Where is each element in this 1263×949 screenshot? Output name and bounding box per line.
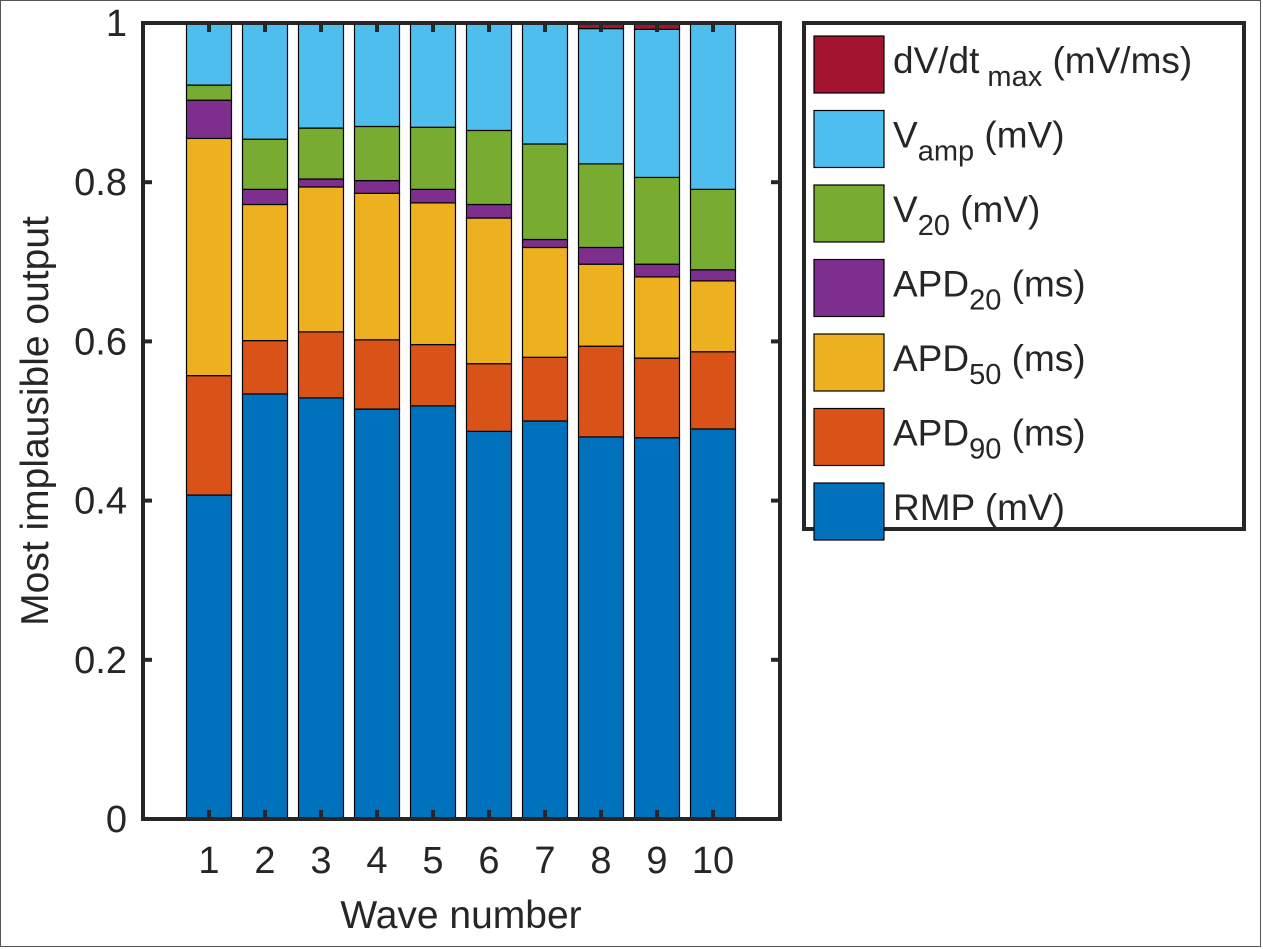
bar-segment-wave-5-series-6 bbox=[409, 22, 457, 128]
x-tick-label: 9 bbox=[646, 840, 667, 882]
bar-segment-wave-2-series-3 bbox=[241, 203, 289, 342]
bar-segment-wave-9-series-6 bbox=[633, 28, 681, 179]
bar-segment-wave-1-series-3 bbox=[185, 137, 233, 377]
bar-segment-wave-9-series-2 bbox=[633, 357, 681, 439]
bar-segment-wave-8-series-3 bbox=[577, 263, 625, 347]
bar-segment-wave-8-series-4 bbox=[577, 246, 625, 265]
legend-swatch bbox=[813, 258, 885, 318]
x-tick-label: 7 bbox=[534, 840, 555, 882]
bar-segment-wave-8-series-5 bbox=[577, 163, 625, 249]
bar-segment-wave-8-series-2 bbox=[577, 345, 625, 438]
legend-label: RMP (mV) bbox=[893, 487, 1065, 528]
y-tick-label: 0.6 bbox=[74, 321, 127, 363]
legend-swatch bbox=[813, 482, 885, 541]
bar-segment-wave-3-series-4 bbox=[297, 178, 345, 188]
bar-segment-wave-8-series-6 bbox=[577, 27, 625, 165]
bar-segment-wave-3-series-2 bbox=[297, 331, 345, 399]
plot-area-border bbox=[141, 21, 782, 821]
bar-segment-wave-3-series-3 bbox=[297, 186, 345, 333]
bar-segment-wave-10-series-3 bbox=[689, 280, 737, 353]
legend-swatch bbox=[813, 184, 885, 243]
bar-segment-wave-1-series-1 bbox=[185, 494, 233, 820]
bar-segment-wave-1-series-5 bbox=[185, 84, 233, 101]
bar-segment-wave-7-series-3 bbox=[521, 246, 569, 358]
bar-segment-wave-4-series-6 bbox=[353, 22, 401, 128]
x-tick-label: 3 bbox=[310, 840, 331, 882]
y-axis-label: Most implausible output bbox=[14, 216, 57, 626]
bar-segment-wave-10-series-2 bbox=[689, 351, 737, 430]
bar-segment-wave-7-series-6 bbox=[521, 22, 569, 145]
bar-segment-wave-10-series-4 bbox=[689, 269, 737, 282]
bar-segment-wave-4-series-1 bbox=[353, 408, 401, 820]
x-tick-label: 2 bbox=[254, 840, 275, 882]
bar-segment-wave-5-series-3 bbox=[409, 202, 457, 346]
bar-segment-wave-2-series-5 bbox=[241, 138, 289, 190]
bar-segment-wave-3-series-1 bbox=[297, 397, 345, 820]
bar-segment-wave-3-series-6 bbox=[297, 22, 345, 129]
legend-swatch bbox=[813, 109, 885, 169]
y-tick-label: 0.8 bbox=[74, 162, 127, 204]
bar-segment-wave-10-series-1 bbox=[689, 428, 737, 820]
legend-swatch bbox=[813, 407, 885, 467]
legend-swatch bbox=[813, 333, 885, 392]
x-tick-label: 6 bbox=[478, 840, 499, 882]
y-tick-label: 0.4 bbox=[74, 481, 127, 523]
bar-segment-wave-6-series-5 bbox=[465, 129, 513, 206]
bar-segment-wave-2-series-4 bbox=[241, 188, 289, 206]
x-axis-label: Wave number bbox=[340, 894, 581, 937]
bar-segment-wave-9-series-3 bbox=[633, 276, 681, 359]
bar-segment-wave-6-series-1 bbox=[465, 430, 513, 820]
y-tick-label: 0 bbox=[106, 799, 127, 841]
bar-segment-wave-4-series-2 bbox=[353, 339, 401, 410]
ticks-layer: 00.20.40.60.811 2 3 4 5 6 7 8 9 10 bbox=[74, 3, 780, 882]
legend-label: V20 (mV) bbox=[893, 189, 1040, 242]
bar-segment-wave-7-series-1 bbox=[521, 420, 569, 820]
x-tick-label: 4 bbox=[366, 840, 387, 882]
bar-segment-wave-9-series-5 bbox=[633, 176, 681, 265]
y-tick-label: 1 bbox=[106, 3, 127, 45]
bar-segment-wave-6-series-3 bbox=[465, 217, 513, 365]
bar-segment-wave-10-series-6 bbox=[689, 22, 737, 190]
bar-segment-wave-6-series-2 bbox=[465, 363, 513, 432]
legend-label: APD50 (ms) bbox=[893, 338, 1086, 391]
bar-segment-wave-5-series-4 bbox=[409, 188, 457, 204]
bar-segment-wave-10-series-5 bbox=[689, 188, 737, 271]
bar-segment-wave-7-series-2 bbox=[521, 356, 569, 422]
bar-segment-wave-4-series-3 bbox=[353, 192, 401, 341]
bar-segment-wave-4-series-4 bbox=[353, 180, 401, 194]
x-tick-label: 5 bbox=[422, 840, 443, 882]
bar-segment-wave-7-series-5 bbox=[521, 143, 569, 241]
x-tick-label: 10 bbox=[692, 840, 734, 882]
y-tick-label: 0.2 bbox=[74, 640, 127, 682]
legend-label: APD90 (ms) bbox=[893, 413, 1086, 466]
x-tick-label: 8 bbox=[590, 840, 611, 882]
bar-segment-wave-2-series-6 bbox=[241, 22, 289, 140]
bar-segment-wave-6-series-4 bbox=[465, 203, 513, 219]
legend: dV/dt max (mV/ms) Vamp (mV) V20 (mV) APD20 (… bbox=[802, 21, 1246, 541]
bar-segment-wave-4-series-5 bbox=[353, 125, 401, 182]
legend-label: dV/dt max (mV/ms) bbox=[893, 40, 1192, 93]
bar-segment-wave-5-series-5 bbox=[409, 126, 457, 190]
x-tick-label: 1 bbox=[198, 840, 219, 882]
bar-segment-wave-9-series-4 bbox=[633, 263, 681, 278]
bar-segment-wave-1-series-2 bbox=[185, 375, 233, 496]
legend-label: APD20 (ms) bbox=[893, 264, 1086, 317]
bar-segment-wave-2-series-2 bbox=[241, 340, 289, 395]
legend-label: Vamp (mV) bbox=[893, 115, 1065, 168]
bars-layer bbox=[185, 22, 737, 820]
bar-segment-wave-3-series-5 bbox=[297, 127, 345, 180]
bar-segment-wave-8-series-1 bbox=[577, 436, 625, 820]
bar-segment-wave-2-series-1 bbox=[241, 393, 289, 820]
bar-segment-wave-1-series-4 bbox=[185, 99, 233, 140]
bar-segment-wave-6-series-6 bbox=[465, 22, 513, 132]
bar-segment-wave-5-series-1 bbox=[409, 405, 457, 820]
bar-segment-wave-5-series-2 bbox=[409, 343, 457, 407]
bar-segment-wave-7-series-4 bbox=[521, 238, 569, 249]
legend-swatch bbox=[813, 35, 885, 94]
bar-segment-wave-9-series-1 bbox=[633, 437, 681, 820]
bar-segment-wave-1-series-6 bbox=[185, 22, 233, 86]
